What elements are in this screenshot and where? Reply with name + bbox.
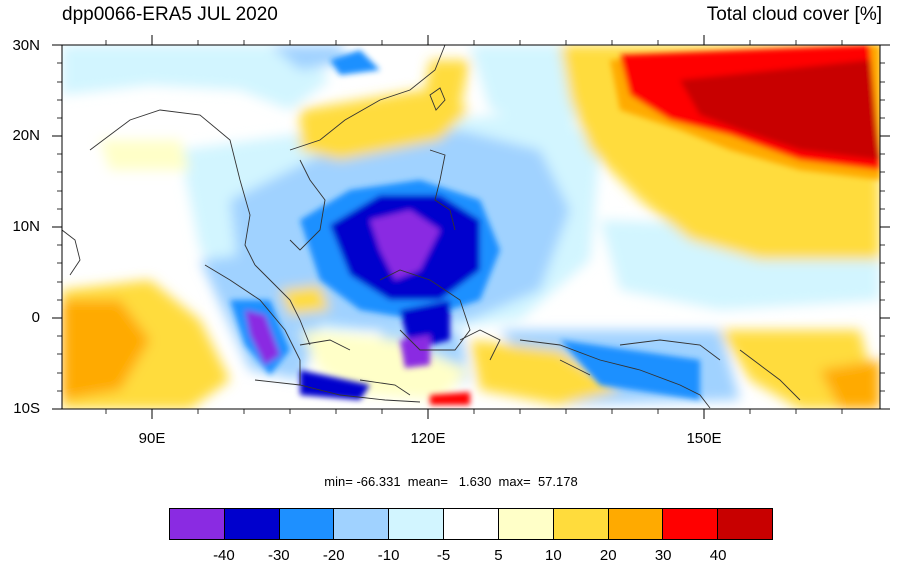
colorbar-box bbox=[389, 508, 445, 540]
mean-value: 1.630 bbox=[458, 474, 492, 489]
mean-label: mean= bbox=[407, 474, 448, 489]
colorbar-box bbox=[718, 508, 773, 540]
minor-ticks bbox=[57, 40, 885, 414]
coastlines bbox=[62, 45, 801, 409]
max-label: max= bbox=[498, 474, 531, 489]
colorbar-label: -20 bbox=[322, 547, 345, 564]
colorbar-label: 10 bbox=[545, 547, 562, 564]
colorbar bbox=[169, 508, 773, 540]
lat-label-10n: 10N bbox=[12, 218, 40, 235]
colorbar-label: -30 bbox=[267, 547, 290, 564]
colorbar-label: 40 bbox=[709, 547, 727, 564]
colorbar-box bbox=[663, 508, 719, 540]
colorbar-box bbox=[334, 508, 390, 540]
colorbar-label: -10 bbox=[377, 547, 400, 564]
lat-label-eq: 0 bbox=[31, 309, 40, 326]
colorbar-label: 30 bbox=[654, 547, 672, 564]
colorbar-label: -5 bbox=[436, 547, 451, 564]
colorbar-box bbox=[224, 508, 280, 540]
colorbar-label: 5 bbox=[494, 547, 503, 564]
lat-label-30n: 30N bbox=[12, 37, 40, 54]
min-label: min= bbox=[324, 474, 353, 489]
plot-title: dpp0066-ERA5 JUL 2020 bbox=[62, 4, 278, 25]
colorbar-box bbox=[553, 508, 609, 540]
lon-label-90e: 90E bbox=[138, 430, 166, 447]
variable-title: Total cloud cover [%] bbox=[706, 4, 882, 25]
colorbar-box bbox=[169, 508, 225, 540]
field-layer bbox=[62, 45, 880, 409]
colorbar-box bbox=[608, 508, 664, 540]
statistics-line: min= -66.331 mean= 1.630 max= 57.178 bbox=[0, 474, 902, 489]
colorbar-box bbox=[498, 508, 554, 540]
lat-label-10s: 10S bbox=[13, 400, 40, 417]
lat-label-20n: 20N bbox=[12, 127, 40, 144]
max-value: 57.178 bbox=[537, 474, 578, 489]
colorbar-box bbox=[279, 508, 335, 540]
axis-ticks bbox=[52, 35, 890, 419]
lon-label-120e: 120E bbox=[410, 430, 446, 447]
lon-label-150e: 150E bbox=[686, 430, 722, 447]
min-value: -66.331 bbox=[356, 474, 401, 489]
colorbar-label: 20 bbox=[599, 547, 617, 564]
colorbar-box bbox=[444, 508, 499, 540]
colorbar-label: -40 bbox=[213, 547, 235, 564]
